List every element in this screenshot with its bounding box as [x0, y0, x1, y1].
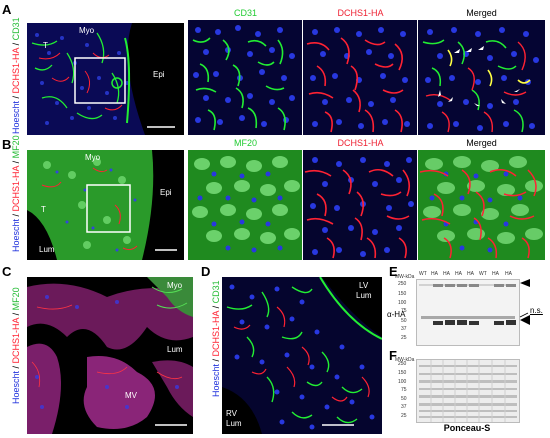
panel-letter-a: A	[2, 2, 12, 17]
western-blot-e	[416, 279, 520, 346]
label-epi: Epi	[160, 188, 172, 197]
label-myo: Myo	[79, 26, 95, 35]
panel-letter-d: D	[201, 264, 211, 279]
panel-c-ylabel: Hoescht / DCHS1-HA / MF20	[11, 287, 21, 404]
label-mv: MV	[125, 391, 137, 400]
label-myo: Myo	[85, 153, 101, 162]
blot-arrows-e	[519, 279, 530, 325]
panel-d-image: LV Lum RV Lum	[222, 277, 382, 434]
panel-letter-f: F	[389, 348, 397, 363]
panel-letter-e: E	[389, 264, 398, 279]
label-t: T	[41, 205, 46, 214]
header-a-cd31: CD31	[233, 8, 257, 18]
label-lv-lum: Lum	[356, 291, 372, 300]
mw-marks-f: 250 150 100 75 50 37 25	[398, 361, 407, 419]
mw-title-e: MW-kDa	[395, 274, 415, 280]
header-a-dchs1: DCHS1-HA	[337, 8, 384, 18]
alpha-ha-label: α-HA	[387, 310, 406, 319]
ponceau-blot-f	[416, 359, 520, 423]
panel-a-cd31-image	[188, 20, 302, 135]
panel-a-overview-image: Myo Epi T	[27, 23, 184, 135]
panel-d-ylabel: Hoescht / DCHS1-HA / CD31	[211, 280, 221, 397]
label-lum: Lum	[39, 245, 55, 254]
ns-label: n.s.	[530, 306, 543, 315]
panel-a-ylabel: Hoescht / DCHS1-HA / CD31	[11, 17, 21, 134]
panel-a-dchs1-image	[303, 20, 417, 135]
label-lv: LV	[359, 281, 369, 290]
lane-labels: WT HA HA HA HA WT HA HA	[419, 271, 512, 277]
ponceau-caption: Ponceau-S	[443, 423, 491, 433]
panel-a-merged-image	[418, 20, 545, 135]
panel-b-dchs1-image	[303, 150, 417, 260]
label-rv: RV	[226, 409, 237, 418]
label-t: T	[43, 41, 48, 50]
panel-b-merged-image	[418, 150, 545, 260]
mw-title-f: MW-kDa	[395, 357, 415, 363]
mw-marks-e: 250 150 100 75 50 37 25	[398, 281, 407, 341]
panel-b-ylabel: Hoescht / DCHS1-HA / MF20	[11, 135, 21, 252]
label-myo: Myo	[167, 281, 183, 290]
header-b-merged: Merged	[466, 138, 497, 148]
label-rv-lum: Lum	[226, 419, 242, 428]
panel-b-mf20-image	[188, 150, 302, 260]
panel-b-overview-image: Myo Epi T Lum	[27, 150, 184, 260]
label-epi: Epi	[153, 70, 165, 79]
header-b-dchs1: DCHS1-HA	[337, 138, 384, 148]
header-a-merged: Merged	[466, 8, 497, 18]
panel-letter-b: B	[2, 137, 12, 152]
panel-letter-c: C	[2, 264, 12, 279]
panel-c-image: Myo Lum MV	[27, 277, 193, 434]
label-lum: Lum	[167, 345, 183, 354]
header-b-mf20: MF20	[233, 138, 257, 148]
